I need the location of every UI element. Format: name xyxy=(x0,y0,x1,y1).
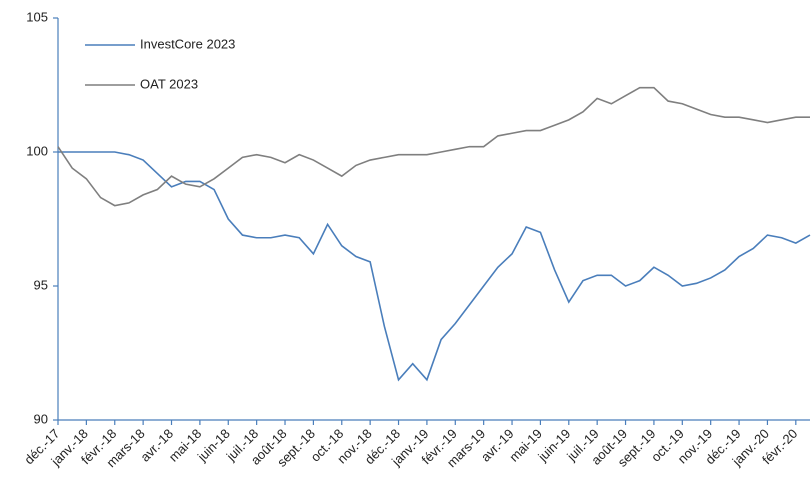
legend-label: OAT 2023 xyxy=(140,76,198,91)
series-line xyxy=(58,151,811,382)
x-tick-label: juin-18 xyxy=(194,426,233,465)
y-tick-label: 100 xyxy=(26,143,48,158)
y-tick-label: 90 xyxy=(34,411,48,426)
legend-label: InvestCore 2023 xyxy=(140,36,235,51)
x-tick-label: juin-19 xyxy=(534,426,573,465)
y-tick-label: 105 xyxy=(26,9,48,24)
y-tick-label: 95 xyxy=(34,277,48,292)
series-line xyxy=(57,86,810,207)
